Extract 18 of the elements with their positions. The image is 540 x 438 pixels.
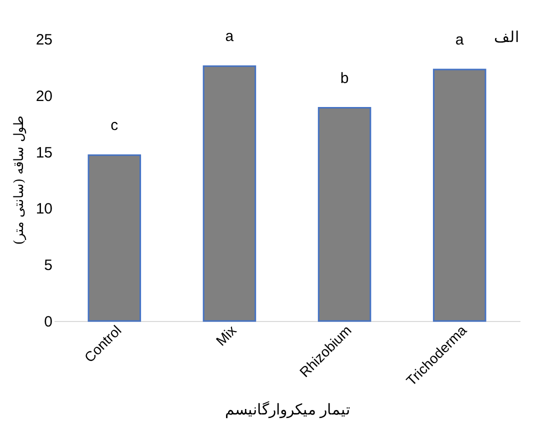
bar xyxy=(432,68,486,322)
bar xyxy=(88,154,142,322)
y-tick-label: 25 xyxy=(36,32,52,48)
x-tick-label: Mix xyxy=(212,322,240,349)
annotation: a xyxy=(225,28,234,46)
annotation: الف xyxy=(494,28,519,46)
y-tick-label: 0 xyxy=(44,314,52,330)
y-axis-title: طول ساقه (سانتی متر) xyxy=(12,116,27,245)
bar xyxy=(318,107,372,322)
annotation: b xyxy=(340,70,349,87)
y-tick-label: 15 xyxy=(36,144,52,162)
x-axis-title: تیمار میکروارگانیسم xyxy=(224,400,350,419)
y-tick-label: 20 xyxy=(36,88,52,105)
bar xyxy=(202,65,256,322)
annotation: c xyxy=(110,117,119,134)
y-tick-label: 5 xyxy=(44,257,52,274)
y-tick-label: 10 xyxy=(36,200,52,218)
annotation: a xyxy=(455,31,464,48)
